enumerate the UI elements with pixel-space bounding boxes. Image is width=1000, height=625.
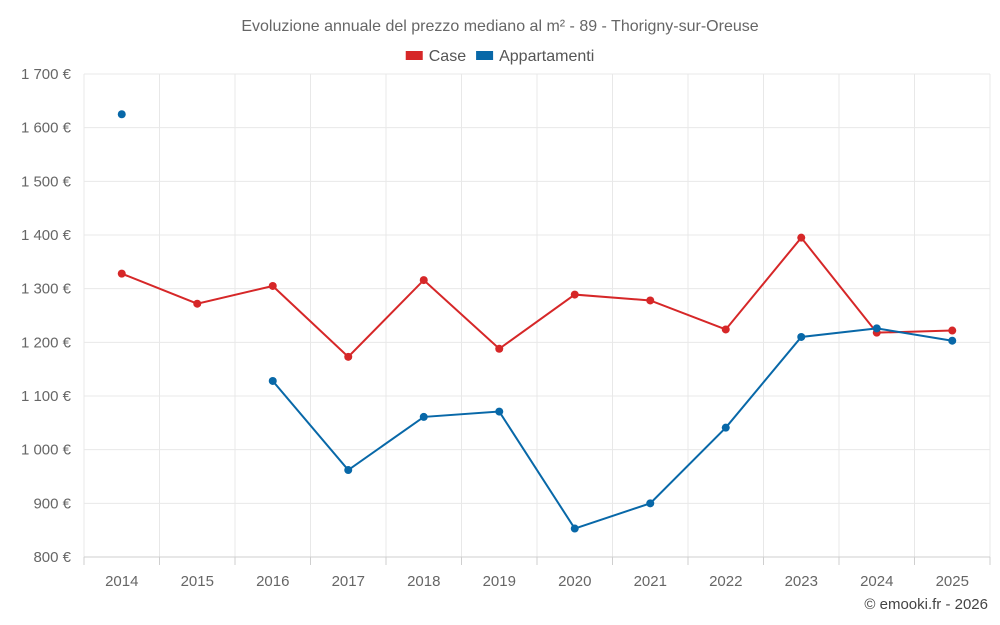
y-tick-label: 1 700 € (21, 66, 72, 83)
y-tick-label: 1 500 € (21, 173, 72, 190)
data-point-appartamenti-2024[interactable] (872, 324, 881, 333)
y-tick-label: 1 000 € (21, 442, 72, 459)
y-tick-label: 1 400 € (21, 227, 72, 244)
legend-label: Appartamenti (499, 48, 594, 65)
data-point-case-2025[interactable] (948, 326, 957, 335)
data-point-case-2014[interactable] (117, 269, 126, 278)
data-point-appartamenti-2025[interactable] (948, 336, 957, 345)
data-point-appartamenti-2018[interactable] (419, 412, 428, 421)
legend-label: Case (429, 48, 466, 65)
legend-item-appartamenti[interactable]: Appartamenti (476, 48, 594, 65)
y-axis: 800 € 900 € 1 000 € 1 100 € 1 200 € 1 300 € 1 … (21, 66, 72, 566)
data-point-case-2019[interactable] (495, 344, 504, 353)
y-tick-label: 1 100 € (21, 388, 72, 405)
x-tick-label: 2017 (332, 573, 365, 590)
data-point-appartamenti-2016[interactable] (268, 376, 277, 385)
y-tick-label: 800 € (33, 549, 71, 566)
x-tick-label: 2022 (709, 573, 742, 590)
data-point-appartamenti-2020[interactable] (570, 524, 579, 533)
data-point-case-2021[interactable] (646, 296, 655, 305)
data-point-case-2015[interactable] (193, 299, 202, 308)
y-tick-label: 1 300 € (21, 281, 72, 298)
x-tick-label: 2016 (256, 573, 289, 590)
data-point-case-2016[interactable] (268, 281, 277, 290)
data-point-appartamenti-2023[interactable] (797, 332, 806, 341)
y-tick-label: 1 600 € (21, 120, 72, 137)
x-tick-label: 2020 (558, 573, 591, 590)
data-point-appartamenti-2019[interactable] (495, 407, 504, 416)
y-tick-label: 900 € (33, 495, 71, 512)
legend[interactable]: Case Appartamenti (405, 48, 595, 65)
data-point-case-2020[interactable] (570, 290, 579, 299)
data-point-appartamenti-2017[interactable] (344, 466, 353, 475)
chart-title: Evoluzione annuale del prezzo mediano al… (241, 18, 758, 35)
x-tick-label: 2015 (181, 573, 214, 590)
series-line-appartamenti (271, 327, 953, 530)
x-tick-label: 2025 (936, 573, 969, 590)
x-tick-label: 2024 (860, 573, 893, 590)
x-tick-label: 2023 (785, 573, 818, 590)
data-point-appartamenti-2021[interactable] (646, 499, 655, 508)
data-point-case-2023[interactable] (797, 233, 806, 242)
credit-text: © emooki.fr - 2026 (864, 596, 988, 613)
data-point-appartamenti-2014[interactable] (117, 110, 126, 119)
data-point-case-2022[interactable] (721, 325, 730, 334)
legend-swatch (476, 51, 494, 60)
x-tick-label: 2019 (483, 573, 516, 590)
x-tick-label: 2021 (634, 573, 667, 590)
x-tick-label: 2018 (407, 573, 440, 590)
legend-swatch (405, 51, 423, 60)
data-point-appartamenti-2022[interactable] (721, 423, 730, 432)
legend-item-case[interactable]: Case (405, 48, 466, 65)
x-tick-label: 2014 (105, 573, 138, 590)
grid (83, 73, 991, 558)
y-tick-label: 1 200 € (21, 334, 72, 351)
series-layer (117, 110, 957, 533)
data-point-case-2018[interactable] (419, 276, 428, 285)
data-point-case-2017[interactable] (344, 352, 353, 361)
x-axis: 2014 2015 2016 2017 2018 2019 2020 2021 2022 2023… (83, 556, 991, 590)
series-line-case (121, 236, 953, 359)
